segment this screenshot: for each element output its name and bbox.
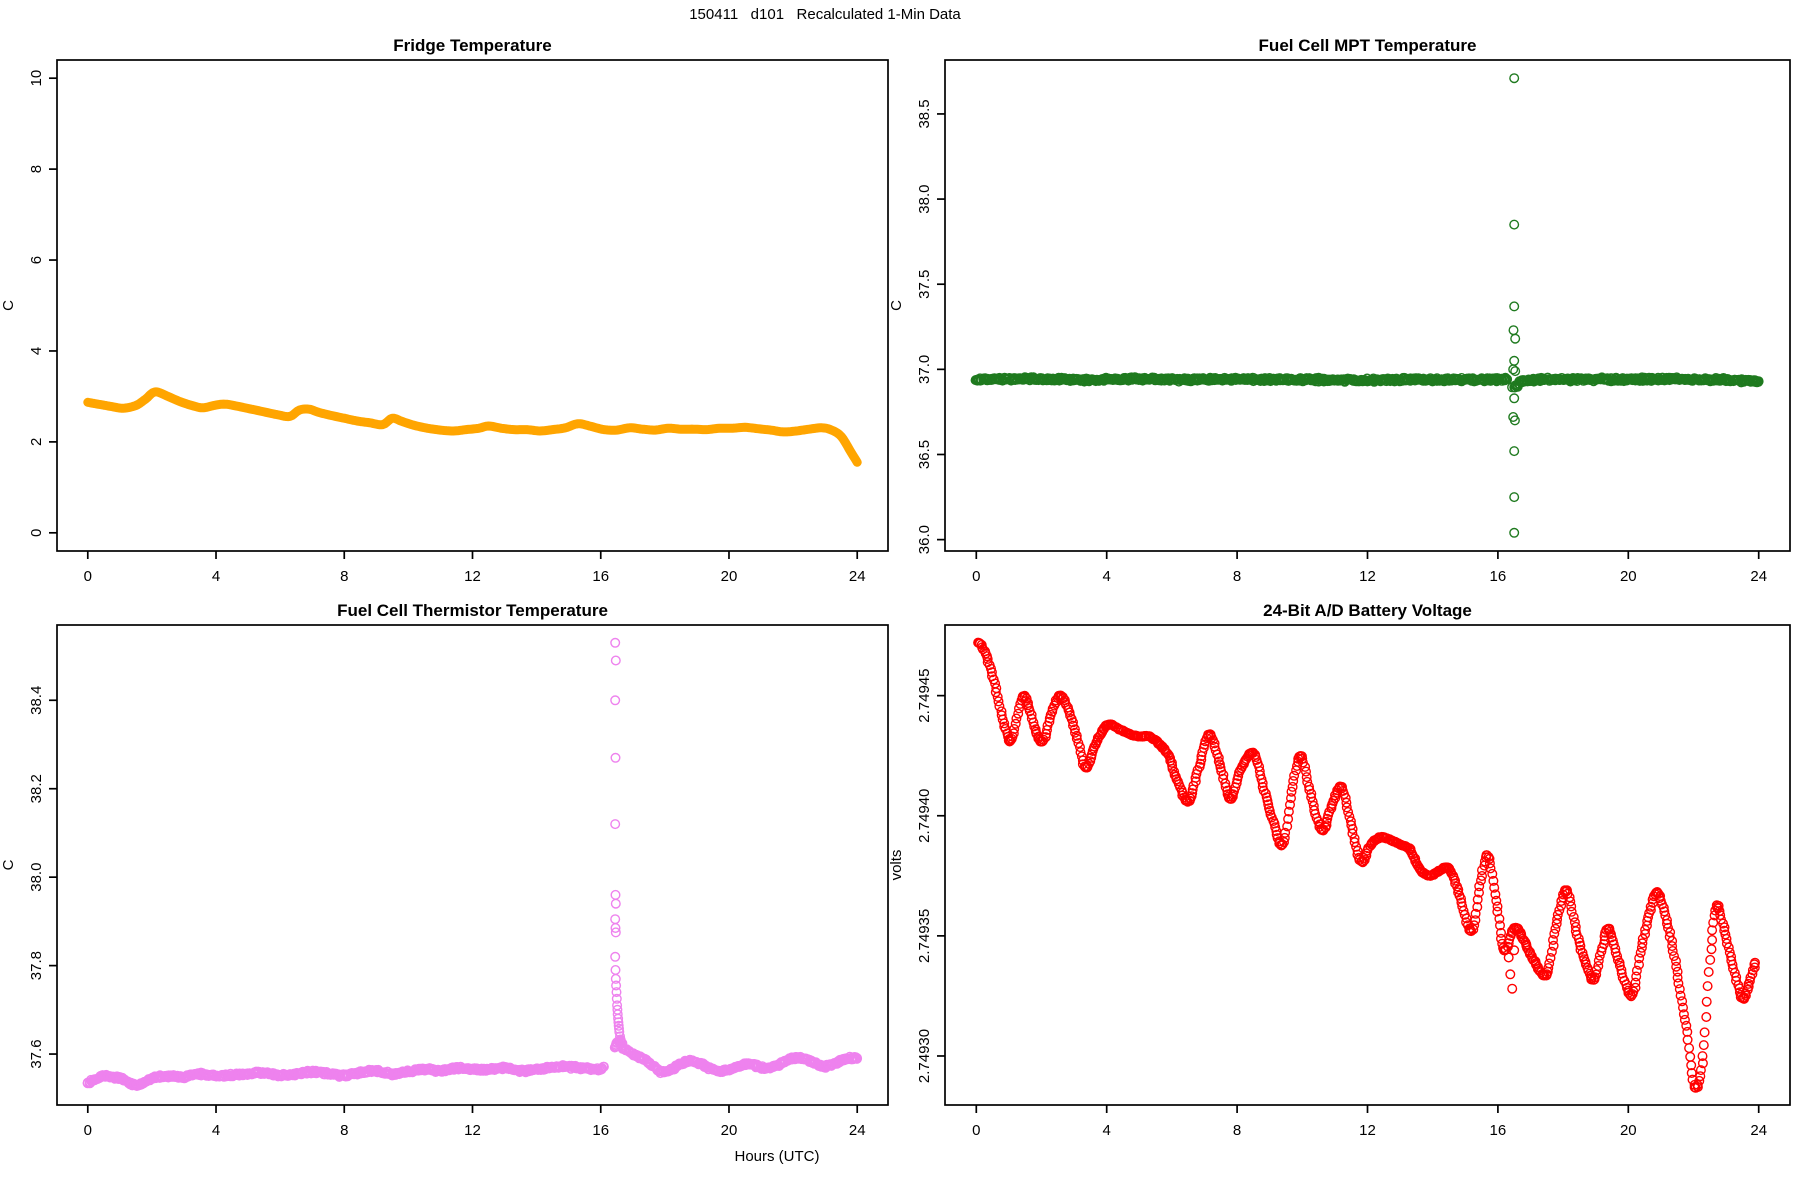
svg-text:12: 12 [464,1122,481,1139]
battery-voltage-chart: 0 4 8 12 16 20 24 2.74930 2.74935 2.74940 2.74945 2… [888,601,1791,1139]
svg-text:2.74940: 2.74940 [916,789,933,843]
svg-text:2.74945: 2.74945 [916,669,933,723]
svg-text:20: 20 [1620,568,1637,585]
svg-text:C: C [0,859,17,870]
svg-text:36.5: 36.5 [916,440,933,469]
svg-text:24: 24 [1750,568,1767,585]
svg-text:37.8: 37.8 [28,951,45,980]
svg-text:8: 8 [340,568,348,585]
svg-text:38.0: 38.0 [28,863,45,892]
svg-text:24: 24 [849,568,866,585]
svg-text:0: 0 [972,1122,980,1139]
svg-text:38.4: 38.4 [28,686,45,715]
svg-text:37.6: 37.6 [28,1039,45,1068]
svg-text:12: 12 [1359,1122,1376,1139]
svg-text:38.2: 38.2 [28,774,45,803]
svg-text:24: 24 [1750,1122,1767,1139]
svg-text:4: 4 [1103,1122,1111,1139]
svg-text:16: 16 [592,568,609,585]
svg-text:Fridge Temperature: Fridge Temperature [393,36,551,55]
svg-text:8: 8 [340,1122,348,1139]
svg-text:37.0: 37.0 [916,355,933,384]
svg-text:10: 10 [28,70,45,87]
svg-text:8: 8 [28,165,45,173]
svg-text:8: 8 [1233,1122,1241,1139]
svg-text:Fuel Cell Thermistor Temperatu: Fuel Cell Thermistor Temperature [337,601,608,620]
svg-text:0: 0 [84,568,92,585]
svg-text:4: 4 [1103,568,1111,585]
shared-x-axis-label: Hours (UTC) [734,1148,820,1165]
svg-text:12: 12 [1359,568,1376,585]
svg-text:Fuel Cell MPT Temperature: Fuel Cell MPT Temperature [1259,36,1477,55]
svg-text:24-Bit A/D Battery Voltage: 24-Bit A/D Battery Voltage [1263,601,1472,620]
svg-text:0: 0 [84,1122,92,1139]
svg-text:38.5: 38.5 [916,99,933,128]
svg-text:12: 12 [464,568,481,585]
svg-text:38.0: 38.0 [916,184,933,213]
svg-text:37.5: 37.5 [916,270,933,299]
fuel-cell-mpt-temperature-chart: 0 4 8 12 16 20 24 36.0 36.5 37.0 37.5 38.0 38.5 Fuel … [888,36,1791,585]
svg-text:2: 2 [28,438,45,446]
svg-text:0: 0 [972,568,980,585]
svg-text:20: 20 [721,568,738,585]
svg-text:C: C [888,300,905,311]
svg-text:2.74935: 2.74935 [916,909,933,963]
svg-text:24: 24 [849,1122,866,1139]
svg-text:2.74930: 2.74930 [916,1029,933,1083]
svg-text:16: 16 [1490,1122,1507,1139]
svg-text:20: 20 [721,1122,738,1139]
svg-text:4: 4 [28,347,45,355]
svg-text:4: 4 [212,1122,220,1139]
svg-text:20: 20 [1620,1122,1637,1139]
svg-text:16: 16 [592,1122,609,1139]
page-title: 150411 d101 Recalculated 1-Min Data [689,6,961,23]
svg-text:8: 8 [1233,568,1241,585]
svg-text:4: 4 [212,568,220,585]
svg-text:volts: volts [888,850,905,881]
svg-text:36.0: 36.0 [916,525,933,554]
svg-text:6: 6 [28,256,45,264]
svg-text:C: C [0,300,17,311]
svg-text:0: 0 [28,529,45,537]
svg-text:16: 16 [1490,568,1507,585]
fuel-cell-thermistor-temperature-chart: 0 4 8 12 16 20 24 37.6 37.8 38.0 38.2 38.4 Fuel Cell… [0,601,889,1139]
